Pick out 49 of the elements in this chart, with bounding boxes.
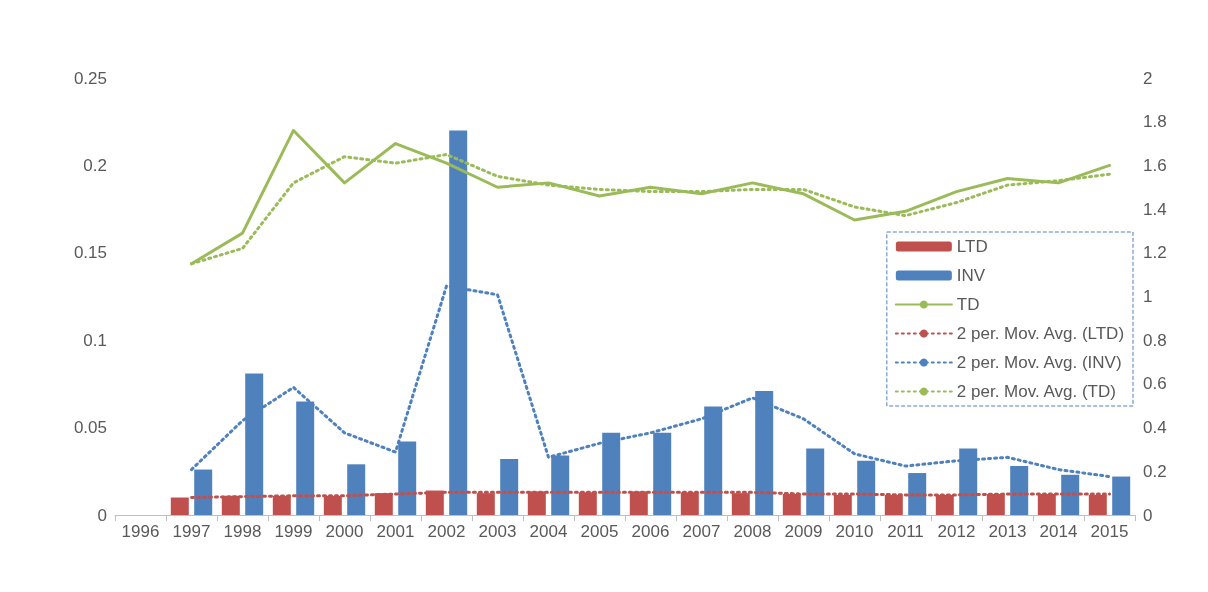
x-tick-label: 2008 [733, 522, 772, 541]
legend-label: INV [956, 266, 986, 285]
y2-tick-label: 1.6 [1143, 155, 1167, 175]
y-tick-label: 0.2 [83, 155, 107, 175]
legend-label: 2 per. Mov. Avg. (LTD) [956, 324, 1125, 343]
legend-label: LTD [956, 237, 988, 256]
y2-tick-label: 0.6 [1143, 374, 1167, 394]
bar [806, 448, 825, 515]
y2-tick-label: 1.4 [1143, 199, 1167, 219]
bar [1112, 476, 1131, 515]
y2-tick-label: 0.4 [1143, 418, 1167, 438]
legend-label: 2 per. Mov. Avg. (INV) [956, 353, 1122, 372]
y2-tick-label: 1 [1143, 287, 1153, 306]
x-tick-label: 2007 [682, 522, 721, 541]
x-tick-label: 2001 [376, 522, 415, 541]
y-tick-label: 0.1 [83, 330, 107, 350]
bar [908, 473, 927, 515]
y2-tick-label: 0.8 [1143, 330, 1167, 350]
y-tick-label: 0.25 [73, 68, 107, 88]
x-tick-label: 2015 [1090, 522, 1129, 541]
y2-tick-label: 1.8 [1143, 112, 1167, 132]
x-tick-label: 2002 [427, 522, 466, 541]
x-tick-label: 1996 [121, 522, 160, 541]
x-tick-label: 1998 [223, 522, 262, 541]
y-tick-label: 0.05 [73, 418, 107, 438]
x-tick-label: 2011 [887, 522, 924, 541]
legend-label: 2 per. Mov. Avg. (TD) [956, 382, 1116, 401]
x-tick-label: 2000 [325, 522, 364, 541]
y2-tick-label: 1.2 [1143, 243, 1167, 263]
y-tick-label: 0.15 [73, 243, 107, 263]
x-tick-label: 1997 [172, 522, 211, 541]
x-tick-label: 2005 [580, 522, 619, 541]
bar [500, 459, 519, 515]
x-tick-label: 2003 [478, 522, 517, 541]
x-tick-label: 2012 [937, 522, 976, 541]
y-tick-label: 0 [97, 505, 107, 525]
y2-tick-label: 0 [1143, 505, 1153, 525]
y2-tick-label: 2 [1143, 68, 1153, 88]
y2-tick-label: 0.2 [1143, 461, 1167, 481]
bar [347, 464, 366, 515]
x-tick-label: 2014 [1039, 522, 1078, 541]
x-tick-label: 1999 [274, 522, 313, 541]
legend-label: TD [956, 295, 980, 314]
x-tick-label: 2009 [784, 522, 823, 541]
x-tick-label: 2010 [835, 522, 874, 541]
x-tick-label: 2013 [988, 522, 1027, 541]
bar [1010, 466, 1029, 515]
x-tick-label: 2004 [529, 522, 568, 541]
x-tick-label: 2006 [631, 522, 670, 541]
